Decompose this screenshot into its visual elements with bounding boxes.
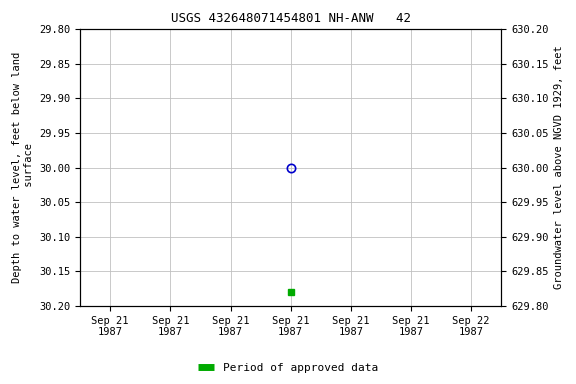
Y-axis label: Groundwater level above NGVD 1929, feet: Groundwater level above NGVD 1929, feet [554,46,564,290]
Legend: Period of approved data: Period of approved data [192,358,384,379]
Title: USGS 432648071454801 NH-ANW   42: USGS 432648071454801 NH-ANW 42 [170,12,411,25]
Y-axis label: Depth to water level, feet below land
 surface: Depth to water level, feet below land su… [12,52,33,283]
